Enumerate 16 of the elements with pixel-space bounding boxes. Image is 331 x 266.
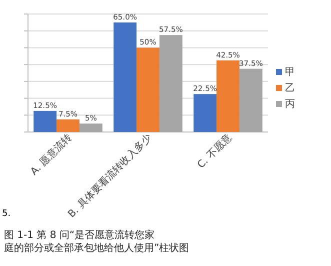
bar (194, 94, 217, 132)
text: 5. (2, 209, 11, 219)
legend-label: 乙 (285, 83, 295, 94)
bar (216, 60, 240, 132)
bar (239, 68, 262, 132)
bar (159, 35, 182, 132)
x-tick-label: A. 愿意流转 (28, 132, 74, 178)
bar (56, 119, 80, 132)
x-tick-label: C. 不愿意 (194, 132, 234, 171)
bar (34, 110, 57, 132)
bar (114, 22, 137, 132)
caption: 图 1-1 第 8 问“是否愿意流转您家庭的部分或全部承包地给他人使用”柱状图 (4, 229, 190, 254)
legend-label: 甲 (285, 67, 295, 78)
bar (79, 124, 102, 132)
bar (136, 48, 160, 132)
legend-label: 丙 (285, 99, 295, 110)
